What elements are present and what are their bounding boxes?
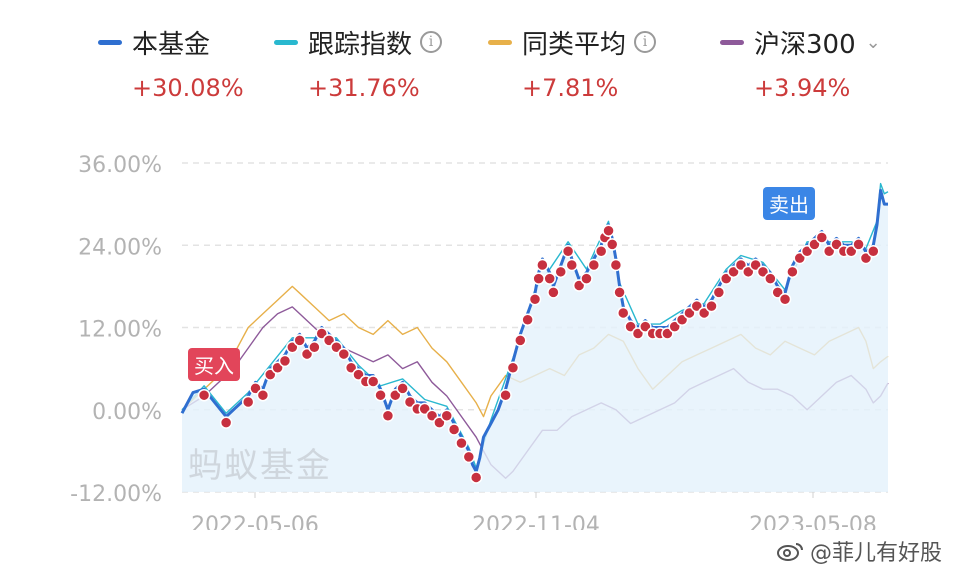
trade-dot bbox=[197, 388, 211, 402]
legend-swatch-index bbox=[274, 39, 298, 45]
legend-swatch-category-avg bbox=[488, 39, 512, 45]
credit: @菲儿有好股 bbox=[776, 535, 942, 567]
legend: 本基金 +30.08% 跟踪指数 i +31.76% 同类平均 i +7.81%… bbox=[0, 22, 960, 112]
trade-dot bbox=[705, 299, 718, 313]
trade-dot bbox=[565, 258, 579, 272]
x-tick-label: 2023-05-08 bbox=[749, 513, 877, 530]
weibo-icon bbox=[776, 543, 803, 561]
trade-dot bbox=[308, 340, 321, 354]
trade-dot bbox=[447, 423, 461, 436]
trade-dot bbox=[609, 258, 623, 272]
performance-chart: 36.00% 24.00% 12.00% 0.00% -12.00% 2022-05-06… bbox=[70, 153, 889, 530]
trade-dot bbox=[455, 436, 468, 450]
trade-dot bbox=[712, 286, 726, 299]
legend-label-csi300: 沪深300 bbox=[754, 29, 856, 60]
chevron-down-icon[interactable]: ⌄ bbox=[865, 31, 881, 53]
trade-dot bbox=[617, 306, 630, 320]
trade-dot bbox=[764, 272, 777, 285]
trade-dot bbox=[256, 388, 270, 402]
y-tick-label: 24.00% bbox=[78, 235, 162, 260]
legend-item-fund[interactable]: 本基金 +30.08% bbox=[98, 22, 244, 112]
info-icon[interactable]: i bbox=[420, 31, 443, 53]
legend-item-csi300[interactable]: 沪深300 ⌄ +3.94% bbox=[720, 22, 881, 112]
legend-value-index: +31.76% bbox=[308, 74, 420, 102]
trade-dot bbox=[499, 388, 512, 402]
y-tick-label: 0.00% bbox=[92, 400, 162, 425]
trade-dot bbox=[278, 354, 292, 368]
trade-dot bbox=[462, 450, 476, 464]
legend-swatch-csi300 bbox=[720, 39, 744, 45]
legend-label-category-avg: 同类平均 bbox=[522, 29, 627, 60]
legend-label-fund: 本基金 bbox=[132, 29, 211, 60]
legend-swatch-fund bbox=[98, 39, 122, 45]
trade-dot bbox=[543, 272, 556, 285]
trade-dot bbox=[554, 265, 567, 279]
trade-dot bbox=[506, 361, 520, 375]
trade-dot bbox=[605, 238, 619, 251]
trade-dot bbox=[815, 231, 829, 244]
trade-dot bbox=[381, 409, 395, 422]
trade-dot bbox=[241, 395, 255, 409]
trade-dot bbox=[374, 388, 387, 402]
trade-dot bbox=[366, 375, 380, 388]
legend-value-fund: +30.08% bbox=[132, 74, 244, 102]
y-tick-label: 36.00% bbox=[78, 153, 162, 178]
trade-dot bbox=[547, 286, 560, 299]
trade-dot bbox=[528, 292, 542, 306]
y-tick-label: 12.00% bbox=[78, 318, 162, 343]
series-area-fund bbox=[182, 190, 888, 492]
trade-dot bbox=[580, 272, 593, 285]
legend-value-category-avg: +7.81% bbox=[522, 74, 619, 102]
legend-item-category-avg[interactable]: 同类平均 i +7.81% bbox=[488, 22, 657, 112]
sell-marker-badge[interactable]: 卖出 bbox=[763, 187, 815, 220]
buy-marker-badge[interactable]: 买入 bbox=[188, 348, 240, 381]
trade-dot bbox=[514, 334, 527, 347]
trade-dot bbox=[440, 409, 453, 422]
legend-label-index: 跟踪指数 bbox=[308, 29, 413, 60]
trade-dot bbox=[778, 292, 792, 306]
trade-dot bbox=[587, 258, 601, 272]
trade-dot bbox=[396, 382, 409, 395]
trade-dot bbox=[469, 471, 483, 484]
info-icon[interactable]: i bbox=[634, 31, 657, 53]
credit-text: @菲儿有好股 bbox=[809, 541, 942, 566]
trade-dot bbox=[219, 416, 233, 429]
trade-dot bbox=[561, 245, 575, 258]
trade-dot bbox=[337, 347, 351, 361]
trade-dot bbox=[532, 272, 545, 285]
x-tick-label: 2022-05-06 bbox=[191, 513, 319, 530]
trade-dot bbox=[786, 265, 799, 279]
y-tick-label: -12.00% bbox=[70, 482, 162, 507]
x-tick-label: 2022-11-04 bbox=[472, 513, 600, 530]
trade-dot bbox=[536, 258, 549, 272]
trade-dot bbox=[521, 313, 534, 327]
trade-dot bbox=[867, 245, 880, 258]
chart-watermark: 蚂蚁基金 bbox=[188, 446, 332, 486]
legend-item-index[interactable]: 跟踪指数 i +31.76% bbox=[274, 22, 443, 112]
trade-dot bbox=[594, 245, 608, 258]
trade-dot bbox=[602, 224, 615, 237]
trade-dot bbox=[613, 286, 626, 299]
legend-value-csi300: +3.94% bbox=[754, 74, 851, 102]
trade-dot bbox=[293, 334, 306, 347]
trade-dot bbox=[852, 238, 865, 251]
